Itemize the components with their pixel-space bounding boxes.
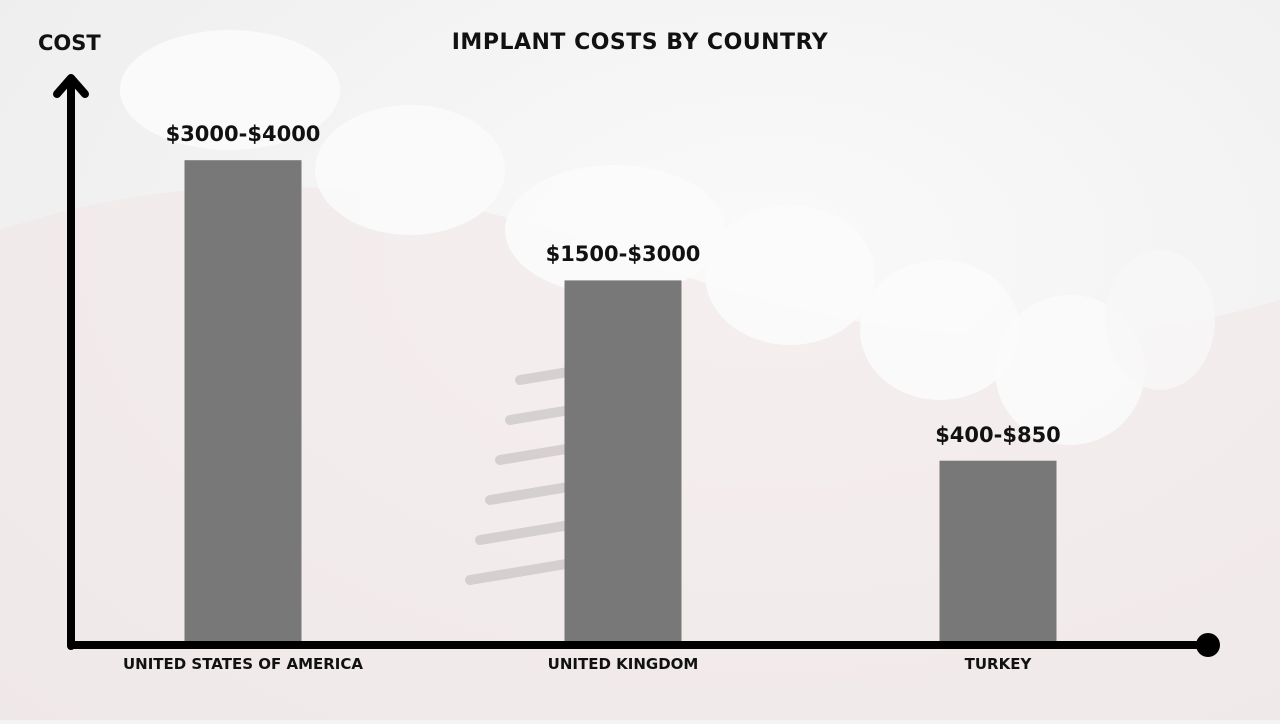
y-axis-arrowhead xyxy=(53,74,89,98)
bars-group xyxy=(184,160,1057,641)
x-axis-end-dot xyxy=(1196,633,1220,657)
bar-0 xyxy=(184,160,302,641)
bar-1 xyxy=(564,280,682,641)
category-label-0: UNITED STATES OF AMERICA xyxy=(122,655,364,673)
value-label-1: $1500-$3000 xyxy=(545,242,701,267)
value-label-2: $400-$850 xyxy=(935,422,1061,447)
category-label-2: TURKEY xyxy=(964,655,1032,673)
value-label-0: $3000-$4000 xyxy=(165,122,321,147)
bar-2 xyxy=(939,460,1057,641)
category-label-1: UNITED KINGDOM xyxy=(547,655,699,673)
chart-title: IMPLANT COSTS BY COUNTRY xyxy=(451,30,829,55)
y-axis-title: COST xyxy=(38,31,101,55)
